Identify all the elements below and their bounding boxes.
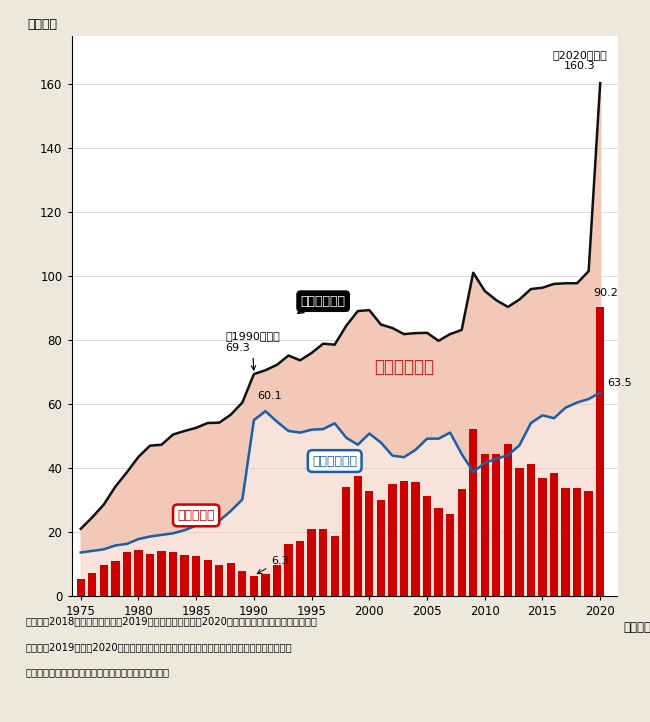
Bar bbox=[388, 484, 396, 596]
Text: （1990年度）
69.3: （1990年度） 69.3 bbox=[225, 331, 280, 370]
Text: 借金で穴埋め: 借金で穴埋め bbox=[374, 358, 434, 376]
Bar bbox=[377, 500, 385, 596]
Bar bbox=[123, 552, 131, 596]
Bar bbox=[250, 575, 258, 596]
Bar bbox=[480, 454, 489, 596]
Bar bbox=[135, 550, 142, 596]
Bar bbox=[515, 468, 523, 596]
Bar bbox=[526, 464, 535, 596]
Text: 60.1: 60.1 bbox=[257, 391, 282, 401]
Bar bbox=[146, 554, 154, 596]
Bar bbox=[203, 560, 212, 596]
Text: 一般会計税収: 一般会計税収 bbox=[312, 455, 358, 468]
Text: （注２）2019年度・2020年度の計数は、「臨時・特別の措置」に係る計数を含んだもの。: （注２）2019年度・2020年度の計数は、「臨時・特別の措置」に係る計数を含ん… bbox=[26, 642, 292, 652]
Bar bbox=[157, 551, 166, 596]
Bar bbox=[434, 508, 443, 596]
Text: （注１）2018年度までは決算、2019年度は補正後予算、2020年度は第２次補正後予算による。: （注１）2018年度までは決算、2019年度は補正後予算、2020年度は第２次補… bbox=[26, 617, 318, 627]
Bar bbox=[354, 476, 362, 596]
Bar bbox=[307, 529, 316, 596]
Text: 6.3: 6.3 bbox=[257, 556, 289, 573]
Bar bbox=[492, 454, 500, 596]
Bar bbox=[365, 492, 374, 596]
Bar bbox=[504, 444, 512, 596]
Bar bbox=[400, 481, 408, 596]
Text: （注３）簡略化のため、その他収入については捏象。: （注３）簡略化のため、その他収入については捏象。 bbox=[26, 667, 170, 677]
Bar bbox=[261, 574, 270, 596]
Bar bbox=[296, 541, 304, 596]
Bar bbox=[88, 573, 96, 596]
Bar bbox=[458, 490, 466, 596]
Bar bbox=[273, 565, 281, 596]
Bar bbox=[169, 552, 177, 596]
Text: 90.2: 90.2 bbox=[593, 288, 618, 298]
Bar bbox=[538, 478, 547, 596]
Bar bbox=[446, 515, 454, 596]
Bar bbox=[77, 579, 85, 596]
Bar bbox=[411, 482, 420, 596]
Text: 63.5: 63.5 bbox=[607, 378, 632, 388]
Bar bbox=[584, 491, 593, 596]
Bar bbox=[192, 557, 200, 596]
Bar bbox=[562, 488, 569, 596]
Text: （年度）: （年度） bbox=[623, 621, 650, 634]
Bar bbox=[573, 488, 581, 596]
Bar bbox=[238, 571, 246, 596]
Bar bbox=[469, 430, 477, 596]
Bar bbox=[596, 308, 605, 596]
Bar bbox=[215, 565, 224, 596]
Bar bbox=[423, 495, 431, 596]
Bar bbox=[319, 529, 328, 596]
Bar bbox=[111, 562, 120, 596]
Bar bbox=[181, 555, 188, 596]
Bar bbox=[284, 544, 292, 596]
Bar bbox=[99, 565, 108, 596]
Text: （兆円）: （兆円） bbox=[28, 17, 58, 30]
Text: 一般会計歳出: 一般会計歳出 bbox=[301, 295, 346, 308]
Text: （2020年度）
160.3: （2020年度） 160.3 bbox=[552, 50, 607, 71]
Bar bbox=[342, 487, 350, 596]
Bar bbox=[227, 563, 235, 596]
Bar bbox=[331, 536, 339, 596]
Bar bbox=[550, 473, 558, 596]
Text: 国債発行額: 国債発行額 bbox=[177, 509, 215, 522]
